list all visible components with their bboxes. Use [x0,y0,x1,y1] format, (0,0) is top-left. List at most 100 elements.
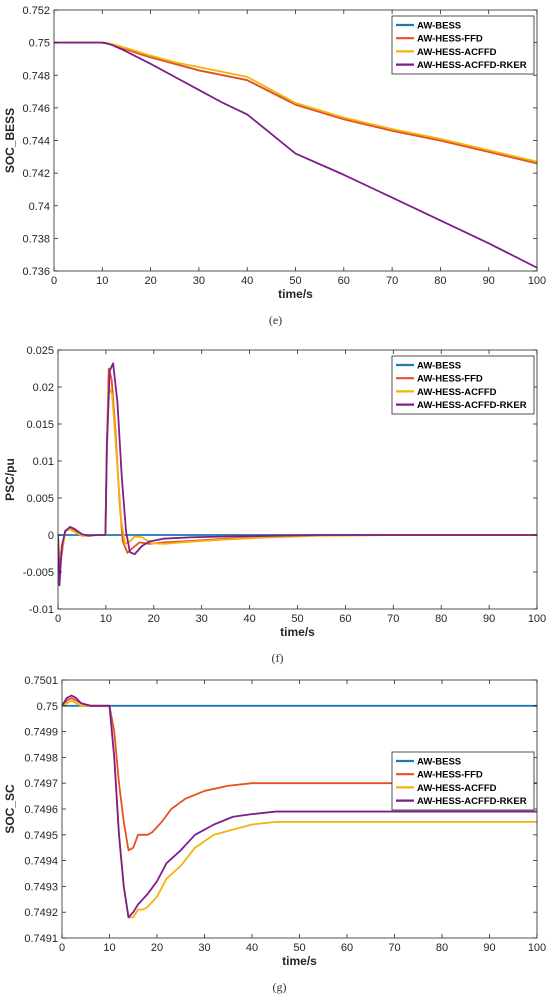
y-tick-label: 0.748 [22,70,50,82]
x-axis-label: time/s [278,287,313,301]
legend: AW-BESS AW-HESS-FFD AW-HESS-ACFFD AW-HESS-A… [391,15,535,75]
legend-entry: AW-HESS-FFD [417,34,483,45]
x-tick-label: 0 [51,275,57,287]
y-tick-label: 0.7501 [24,675,58,687]
x-tick-label: 80 [435,613,447,625]
y-tick-label: 0.752 [22,5,50,17]
legend-box [391,355,535,415]
y-tick-label: 0.75 [37,701,58,713]
y-tick-label: 0.746 [22,103,50,115]
x-tick-label: 100 [528,613,546,625]
y-tick-label: 0.7496 [24,804,58,816]
x-tick-label: 20 [148,613,160,625]
y-tick-label: -0.01 [29,604,54,616]
series-group [54,41,537,269]
x-tick-label: 0 [59,942,65,954]
series-line-aw-hess-acffd [58,386,537,559]
x-tick-label: 80 [436,942,448,954]
y-axis-label: SOC_BESS [3,108,17,173]
x-tick-label: 30 [193,275,205,287]
x-tick-label: 90 [483,275,495,287]
x-tick-label: 50 [293,942,305,954]
y-tick-label: 0.7493 [24,881,58,893]
series-line-aw-hess-acffd [54,41,537,163]
y-tick-label: 0.7497 [24,778,58,790]
y-tick-label: 0.7492 [24,907,58,919]
y-tick-label: 0.736 [22,266,50,278]
x-tick-label: 10 [103,942,115,954]
x-tick-label: 70 [387,613,399,625]
legend-entry: AW-BESS [417,361,461,372]
x-axis-label: time/s [282,954,317,968]
y-tick-label: 0.005 [26,493,54,505]
y-tick-label: 0.75 [29,38,50,50]
figure-caption: (e) [269,313,282,327]
x-tick-label: 80 [434,275,446,287]
chart-e: 0 10 20 30 40 50 60 70 80 90 100 0.736 0.738 0.74 0.74… [3,5,546,301]
legend-entry: AW-BESS [417,21,461,32]
legend-box [391,751,535,811]
x-tick-label: 60 [341,942,353,954]
x-tick-label: 0 [55,613,61,625]
y-tick-label: 0.025 [26,345,54,357]
legend-entry: AW-HESS-FFD [417,374,483,385]
series-group [58,362,537,587]
y-tick-label: 0.01 [33,456,54,468]
series-line-aw-hess-acffd [62,699,537,919]
x-tick-label: 40 [246,942,258,954]
series-line-aw-hess-acffd-rker [62,694,537,919]
x-tick-label: 40 [241,275,253,287]
chart-g: 0 10 20 30 40 50 60 70 80 90 100 0.7491 0.7492 0.7493… [3,675,546,968]
y-tick-label: 0.744 [22,136,50,148]
x-tick-label: 70 [386,275,398,287]
legend-entry: AW-HESS-ACFFD-RKER [417,400,527,411]
y-tick-label: 0.738 [22,233,50,245]
series-line-aw-hess-acffd-rker [54,41,537,269]
x-tick-label: 50 [291,613,303,625]
x-axis-label: time/s [280,625,315,639]
figure-caption: (g) [273,980,287,994]
x-tick-label: 90 [483,942,495,954]
legend-entry: AW-HESS-ACFFD [417,783,497,794]
y-tick-label: 0.7491 [24,933,58,945]
x-tick-label: 10 [96,275,108,287]
x-tick-label: 30 [196,613,208,625]
y-tick-label: 0.015 [26,419,54,431]
y-axis-label: PSC/pu [3,458,17,501]
legend-entry: AW-HESS-FFD [417,770,483,781]
figure-caption: (f) [272,651,284,665]
y-tick-label: 0.74 [29,201,50,213]
x-tick-label: 20 [144,275,156,287]
x-tick-label: 40 [243,613,255,625]
x-tick-label: 60 [338,275,350,287]
y-tick-label: 0.02 [33,382,54,394]
x-tick-label: 30 [198,942,210,954]
y-tick-label: 0.7498 [24,752,58,764]
legend-entry: AW-HESS-ACFFD-RKER [417,60,527,71]
x-tick-label: 10 [100,613,112,625]
y-tick-label: 0.7494 [24,856,58,868]
x-tick-label: 90 [483,613,495,625]
x-tick-label: 100 [528,942,546,954]
legend-box [391,15,535,75]
y-tick-label: -0.005 [23,567,54,579]
x-tick-label: 70 [388,942,400,954]
y-tick-label: 0.7495 [24,830,58,842]
x-tick-label: 100 [528,275,546,287]
legend-entry: AW-HESS-ACFFD-RKER [417,796,527,807]
series-line-aw-hess-acffd-rker [58,362,537,587]
y-tick-label: 0.7499 [24,727,58,739]
legend-entry: AW-HESS-ACFFD [417,387,497,398]
legend-entry: AW-BESS [417,757,461,768]
x-tick-label: 50 [289,275,301,287]
series-group [62,694,537,919]
legend: AW-BESS AW-HESS-FFD AW-HESS-ACFFD AW-HESS-A… [391,355,535,415]
y-tick-label: 0.742 [22,168,50,180]
legend: AW-BESS AW-HESS-FFD AW-HESS-ACFFD AW-HESS-A… [391,751,535,811]
x-tick-label: 60 [339,613,351,625]
chart-f: 0 10 20 30 40 50 60 70 80 90 100 -0.01 -0.005 0 0.005 0… [3,345,546,639]
x-tick-label: 20 [151,942,163,954]
legend-entry: AW-HESS-ACFFD [417,47,497,58]
y-axis-label: SOC_SC [3,784,17,834]
